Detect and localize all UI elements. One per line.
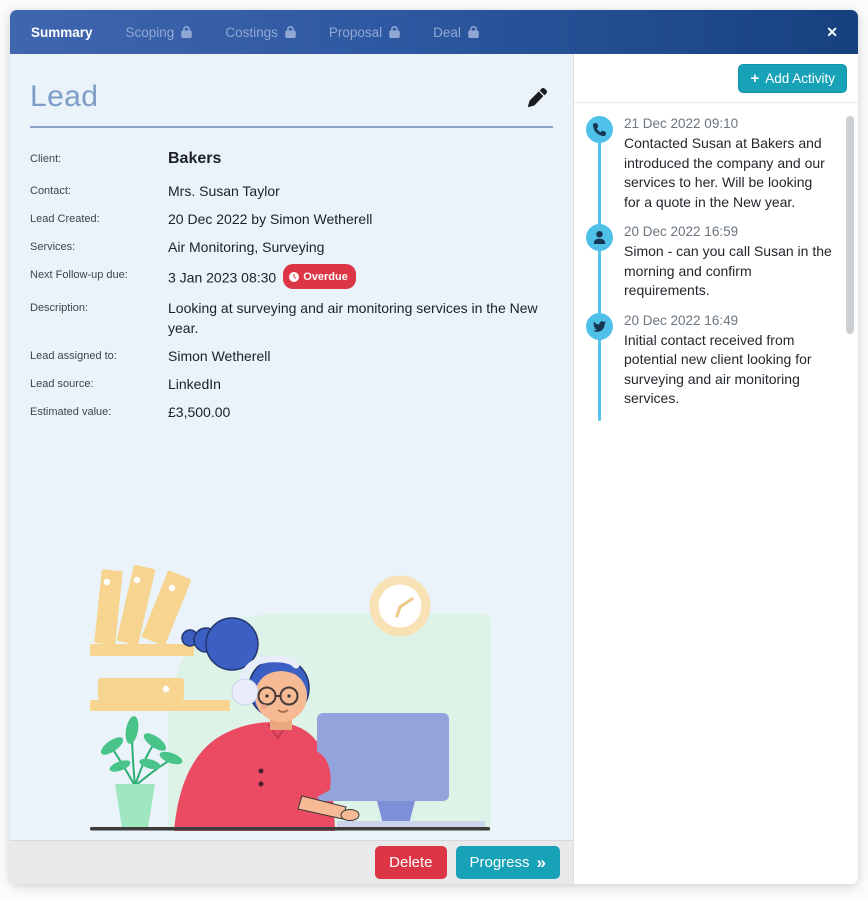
field-lead-created: Lead Created: 20 Dec 2022 by Simon Wethe… xyxy=(30,205,553,233)
progress-button-label: Progress xyxy=(469,854,530,871)
tab-scoping-label: Scoping xyxy=(125,24,175,40)
user-icon xyxy=(586,224,613,251)
field-value: Mrs. Susan Taylor xyxy=(168,183,280,199)
modal-body: Lead Client: Bakers Contact: Mrs. Susan … xyxy=(10,54,858,884)
lead-fields: Client: Bakers Contact: Mrs. Susan Taylo… xyxy=(30,143,553,426)
field-label: Lead Created: xyxy=(30,213,100,225)
double-chevron-icon: » xyxy=(536,853,546,872)
field-value: Looking at surveying and air monitoring … xyxy=(168,300,538,336)
tab-summary-label: Summary xyxy=(31,24,93,40)
field-next-followup: Next Follow-up due: 3 Jan 2023 08:30 Over… xyxy=(30,261,553,294)
clock-icon xyxy=(289,271,300,282)
progress-button[interactable]: Progress » xyxy=(455,846,560,879)
tab-costings[interactable]: Costings xyxy=(225,25,296,40)
activity-item: 20 Dec 2022 16:59 Simon - can you call S… xyxy=(586,224,844,301)
field-label: Client: xyxy=(30,153,62,165)
overdue-badge: Overdue xyxy=(283,264,356,289)
field-value: 3 Jan 2023 08:30 Overdue xyxy=(168,264,356,290)
field-services: Services: Air Monitoring, Surveying xyxy=(30,233,553,261)
activity-item: 21 Dec 2022 09:10 Contacted Susan at Bak… xyxy=(586,116,844,212)
tab-proposal-label: Proposal xyxy=(328,24,383,40)
field-label: Services: xyxy=(30,241,76,253)
lead-title-row: Lead xyxy=(30,68,553,128)
activity-panel: + Add Activity 21 Dec 2022 09:10 Contact… xyxy=(574,54,858,884)
modal-tab-bar: Summary Scoping Costings Proposal Deal ✕ xyxy=(10,10,858,54)
field-label: Contact: xyxy=(30,185,71,197)
activity-text: Contacted Susan at Bakers and introduced… xyxy=(624,135,825,210)
activity-item: 20 Dec 2022 16:49 Initial contact receiv… xyxy=(586,312,844,409)
activity-text: Initial contact received from potential … xyxy=(624,331,812,407)
delete-button[interactable]: Delete xyxy=(375,846,447,879)
lead-panel: Lead Client: Bakers Contact: Mrs. Susan … xyxy=(10,54,574,884)
add-activity-label: Add Activity xyxy=(765,70,835,86)
field-value: 20 Dec 2022 by Simon Wetherell xyxy=(168,211,373,227)
activity-timestamp: 20 Dec 2022 16:49 xyxy=(624,312,739,328)
activity-text: Simon - can you call Susan in the mornin… xyxy=(624,243,832,298)
lock-icon xyxy=(389,26,400,38)
close-icon[interactable]: ✕ xyxy=(826,23,838,40)
office-worker-illustration xyxy=(82,558,573,836)
field-assigned-to: Lead assigned to: Simon Wetherell xyxy=(30,342,553,370)
tab-deal[interactable]: Deal xyxy=(433,25,479,40)
lock-icon xyxy=(468,26,479,38)
activity-content: 21 Dec 2022 09:10 Contacted Susan at Bak… xyxy=(624,116,832,212)
tab-scoping[interactable]: Scoping xyxy=(126,25,193,40)
add-activity-button[interactable]: + Add Activity xyxy=(738,63,847,93)
activity-scrollbar[interactable] xyxy=(846,116,854,334)
field-value: £3,500.00 xyxy=(168,404,231,420)
twitter-icon xyxy=(586,312,613,340)
field-value: Bakers xyxy=(168,150,222,167)
phone-icon xyxy=(586,116,613,143)
lead-modal: Summary Scoping Costings Proposal Deal ✕… xyxy=(10,10,858,884)
page-title: Lead xyxy=(30,80,99,113)
field-label: Next Follow-up due: xyxy=(30,269,128,281)
tab-proposal[interactable]: Proposal xyxy=(329,25,400,40)
field-value: Simon Wetherell xyxy=(168,348,271,364)
tab-deal-label: Deal xyxy=(433,24,461,40)
activity-feed: 21 Dec 2022 09:10 Contacted Susan at Bak… xyxy=(574,103,858,884)
field-description: Description: Looking at surveying and ai… xyxy=(30,294,553,342)
field-value: LinkedIn xyxy=(168,376,221,392)
activity-timestamp: 20 Dec 2022 16:59 xyxy=(624,224,739,239)
activity-timeline: 21 Dec 2022 09:10 Contacted Susan at Bak… xyxy=(586,116,844,420)
field-lead-source: Lead source: LinkedIn xyxy=(30,370,553,398)
field-estimated-value: Estimated value: £3,500.00 xyxy=(30,398,553,426)
followup-date: 3 Jan 2023 08:30 xyxy=(168,269,277,286)
field-contact: Contact: Mrs. Susan Taylor xyxy=(30,177,553,205)
field-client: Client: Bakers xyxy=(30,143,553,177)
lead-details-area: Lead Client: Bakers Contact: Mrs. Susan … xyxy=(10,54,573,840)
field-label: Description: xyxy=(30,302,89,314)
activity-header: + Add Activity xyxy=(574,54,858,103)
tab-costings-label: Costings xyxy=(225,24,278,40)
activity-content: 20 Dec 2022 16:49 Initial contact receiv… xyxy=(624,313,832,409)
pencil-icon xyxy=(528,87,547,107)
field-label: Lead source: xyxy=(30,378,94,390)
field-label: Lead assigned to: xyxy=(30,350,117,362)
lock-icon xyxy=(285,26,296,38)
activity-timestamp: 21 Dec 2022 09:10 xyxy=(624,116,739,131)
edit-lead-button[interactable] xyxy=(524,87,551,107)
field-value: Air Monitoring, Surveying xyxy=(168,239,325,255)
field-label: Estimated value: xyxy=(30,406,112,418)
lock-icon xyxy=(181,26,193,38)
tab-summary[interactable]: Summary xyxy=(31,25,93,40)
plus-icon: + xyxy=(750,69,760,87)
activity-content: 20 Dec 2022 16:59 Simon - can you call S… xyxy=(624,224,832,301)
modal-footer: Delete Progress » xyxy=(10,840,573,884)
overdue-badge-label: Overdue xyxy=(303,270,348,283)
